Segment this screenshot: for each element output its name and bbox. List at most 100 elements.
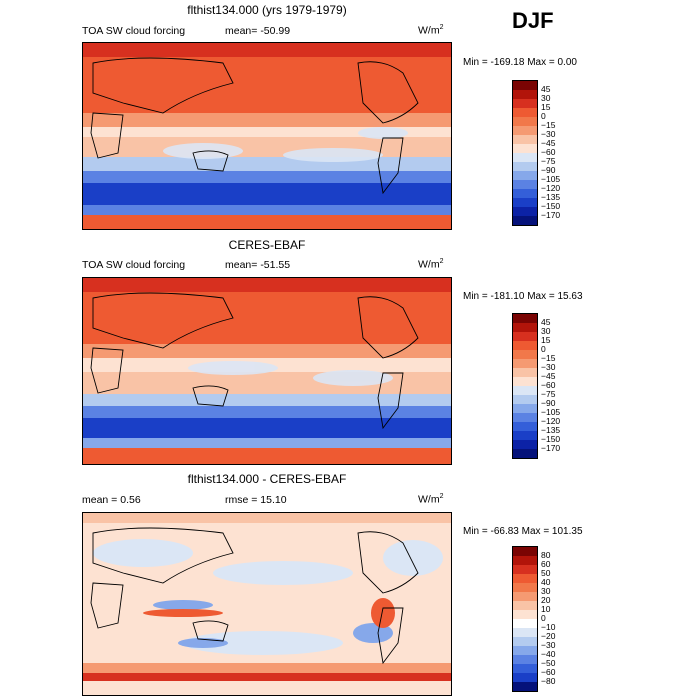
panel2-tick: 0 [541,344,546,354]
panel3-antarctica [83,681,451,695]
panel3-colorbar-ticks: 80 60 50 40 30 20 10 0 −10 −20 −30 −40 −… [541,546,601,696]
panel1-colorbar-swatch [513,216,537,225]
panel3-tick: 20 [541,595,551,605]
panel1-colorbar-swatch [513,126,537,135]
panel3-tick: −40 [541,649,556,659]
panel2-subtropic-n [83,344,451,358]
panel3-tick: 80 [541,550,551,560]
panel3-colorbar-swatch [513,610,537,619]
panel3-south-america [377,607,404,665]
panel1-tick: −105 [541,174,561,184]
panel3-patch [213,561,353,585]
panel3-arctic-band [83,513,451,523]
panel3-tick: −30 [541,640,556,650]
panel3-tick: 30 [541,586,551,596]
panel2-colorbar-swatch [513,314,537,323]
panel3-negative-patches [93,539,443,655]
panel1-minmax: Min = -169.18 Max = 0.00 [463,57,577,68]
panel1-colorbar-swatch [513,90,537,99]
panel1-colorbar-swatch [513,135,537,144]
panel1-tick: 30 [541,93,551,103]
season-title: DJF [512,8,554,33]
panel1-tick: −170 [541,210,561,220]
panel2-antarctica [83,448,451,464]
panel2-colorbar-swatch [513,368,537,377]
panel1-colorbar-swatch [513,117,537,126]
panel1-colorbar-swatch [513,81,537,90]
panel3-colorbar-swatch [513,601,537,610]
panel3-colorbar-swatch [513,628,537,637]
panel3-colorbar-swatch [513,547,537,556]
panel3-tick: −50 [541,658,556,668]
panel3-patch [93,539,193,567]
panel2-colorbar-swatch [513,377,537,386]
panel3-patch [153,600,213,610]
panel3-coastlines [90,527,419,665]
panel3-colorbar-swatch [513,583,537,592]
panel2-tick: −15 [541,353,556,363]
panel1-tick: −135 [541,192,561,202]
panel3-patch [143,609,223,617]
panel1-arctic-band [83,43,451,57]
panel1-tick: 0 [541,111,546,121]
panel1-itcz-band [83,127,451,137]
panel3-positive-patches [143,598,395,628]
panel3-colorbar-swatch [513,637,537,646]
panel2-colorbar-swatch [513,449,537,458]
panel2-colorbar-swatch [513,350,537,359]
panel1-coastlines [90,57,419,195]
panel2-tick: 30 [541,326,551,336]
panel2-coastlines [90,292,419,430]
panel3-antarctic-edge [83,673,451,681]
panel2-antarctic-edge [83,438,451,448]
panel2-tick: −45 [541,371,556,381]
panel2-australia [192,385,229,407]
panel1-colorbar-swatch [513,189,537,198]
panel2-colorbar-swatch [513,395,537,404]
panel1-australia [192,150,229,172]
panel2-colorbar-swatch [513,359,537,368]
panel1-colorbar-swatch [513,207,537,216]
panel3-units-label: W/m2 [418,493,444,506]
panel2-arctic-band [83,278,451,292]
panel1-patch [283,148,383,162]
panel1-south-america [377,137,404,195]
panel3-tick: −60 [541,667,556,677]
panel2-colorbar-swatch [513,431,537,440]
panel3-tick: −80 [541,676,556,686]
panel3-tick: 60 [541,559,551,569]
panel3-eurasia [92,527,234,584]
panel2-tick: −120 [541,416,561,426]
panel2-colorbar-ticks: 45 30 15 0 −15 −30 −45 −60 −75 −90 −105 … [541,313,601,463]
panel2-tick: −75 [541,389,556,399]
panel1-eurasia [92,57,234,114]
panel1-variable-label: TOA SW cloud forcing [82,25,186,37]
panel2-colorbar-swatch [513,386,537,395]
panel2-patch [313,370,393,386]
panel1-mean-label: mean= -50.99 [225,25,291,37]
panel2-map-svg [83,278,451,464]
panel2-tick: 15 [541,335,551,345]
panel1-colorbar-swatch [513,198,537,207]
panel3-title: flthist134.000 - CERES-EBAF [187,472,347,486]
panel3-map-svg [83,513,451,695]
panel2-colorbar-swatch [513,332,537,341]
panel3-colorbar-swatch [513,565,537,574]
panel1-tick: −120 [541,183,561,193]
panel3-colorbar-swatch [513,556,537,565]
panel1-colorbar-swatch [513,153,537,162]
panel1-colorbar-swatch [513,99,537,108]
panel2-tick: −60 [541,380,556,390]
panel3-tick: 40 [541,577,551,587]
panel3-patch [371,598,395,628]
panel1-africa [90,112,124,159]
panel1-tick: 15 [541,102,551,112]
panel2-colorbar-swatch [513,422,537,431]
panel1-tropic-s [83,137,451,157]
panel2-southern-ocean [83,418,451,438]
panel2-eurasia [92,292,234,349]
panel1-tick: −75 [541,156,556,166]
panel3-colorbar-swatch [513,646,537,655]
panel2-tick: −135 [541,425,561,435]
panel1-colorbar-swatch [513,108,537,117]
